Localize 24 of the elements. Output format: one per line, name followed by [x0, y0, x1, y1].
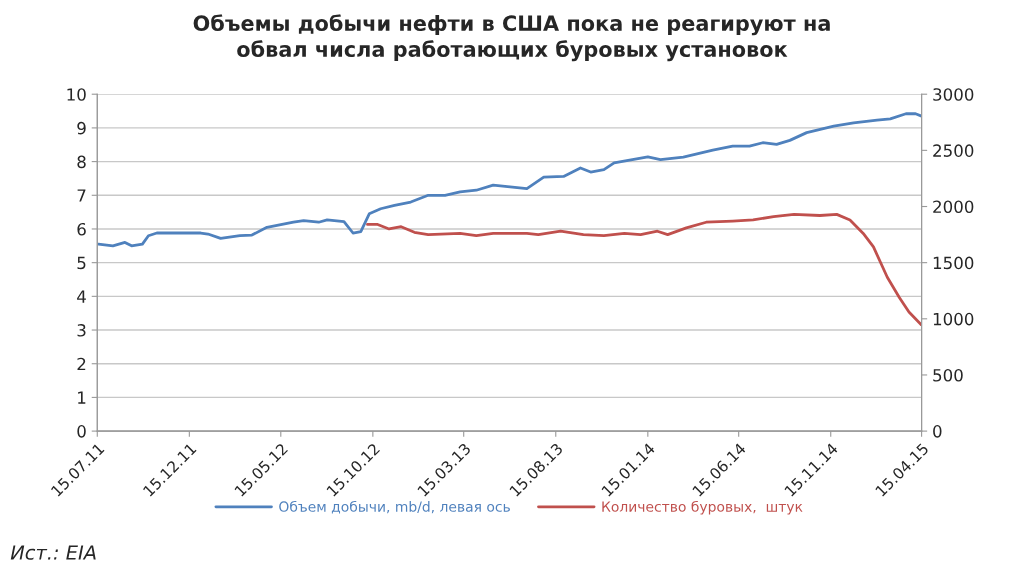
y2-tick-label: 2500 — [933, 144, 974, 157]
legend-label: Объем добычи, mb/d, левая ось — [279, 500, 510, 514]
y2-tick-label: 1500 — [933, 256, 974, 270]
text: Ист.: EIA — [10, 545, 96, 560]
y2-tick-label: 3000 — [933, 88, 974, 101]
y2-tick-label: 0 — [933, 425, 942, 438]
line-series — [366, 212, 922, 326]
y2-tick-label: 2000 — [933, 200, 974, 214]
y2-tick-label: 500 — [933, 368, 963, 382]
y-tick-label: 10 — [67, 88, 86, 101]
y-tick-label: 4 — [77, 290, 86, 303]
y2-tick-label: 1000 — [933, 312, 974, 326]
legend-label: Количество буровых, штук — [602, 500, 803, 515]
y-tick-label: 2 — [77, 357, 86, 371]
y-tick-label: 3 — [77, 324, 86, 337]
line-series — [97, 112, 922, 248]
y-tick-label: 1 — [78, 391, 86, 404]
y-tick-label: 5 — [77, 256, 86, 270]
y-tick-label: 7 — [77, 189, 86, 202]
y-tick-label: 8 — [77, 155, 86, 169]
chart-title: Объемы добычи нефти в США пока не реагируют на обвал числа работающих буровых установок — [193, 14, 830, 62]
y-tick-label: 0 — [77, 425, 86, 438]
y-tick-label: 6 — [77, 222, 86, 236]
y-tick-label: 9 — [77, 121, 86, 135]
